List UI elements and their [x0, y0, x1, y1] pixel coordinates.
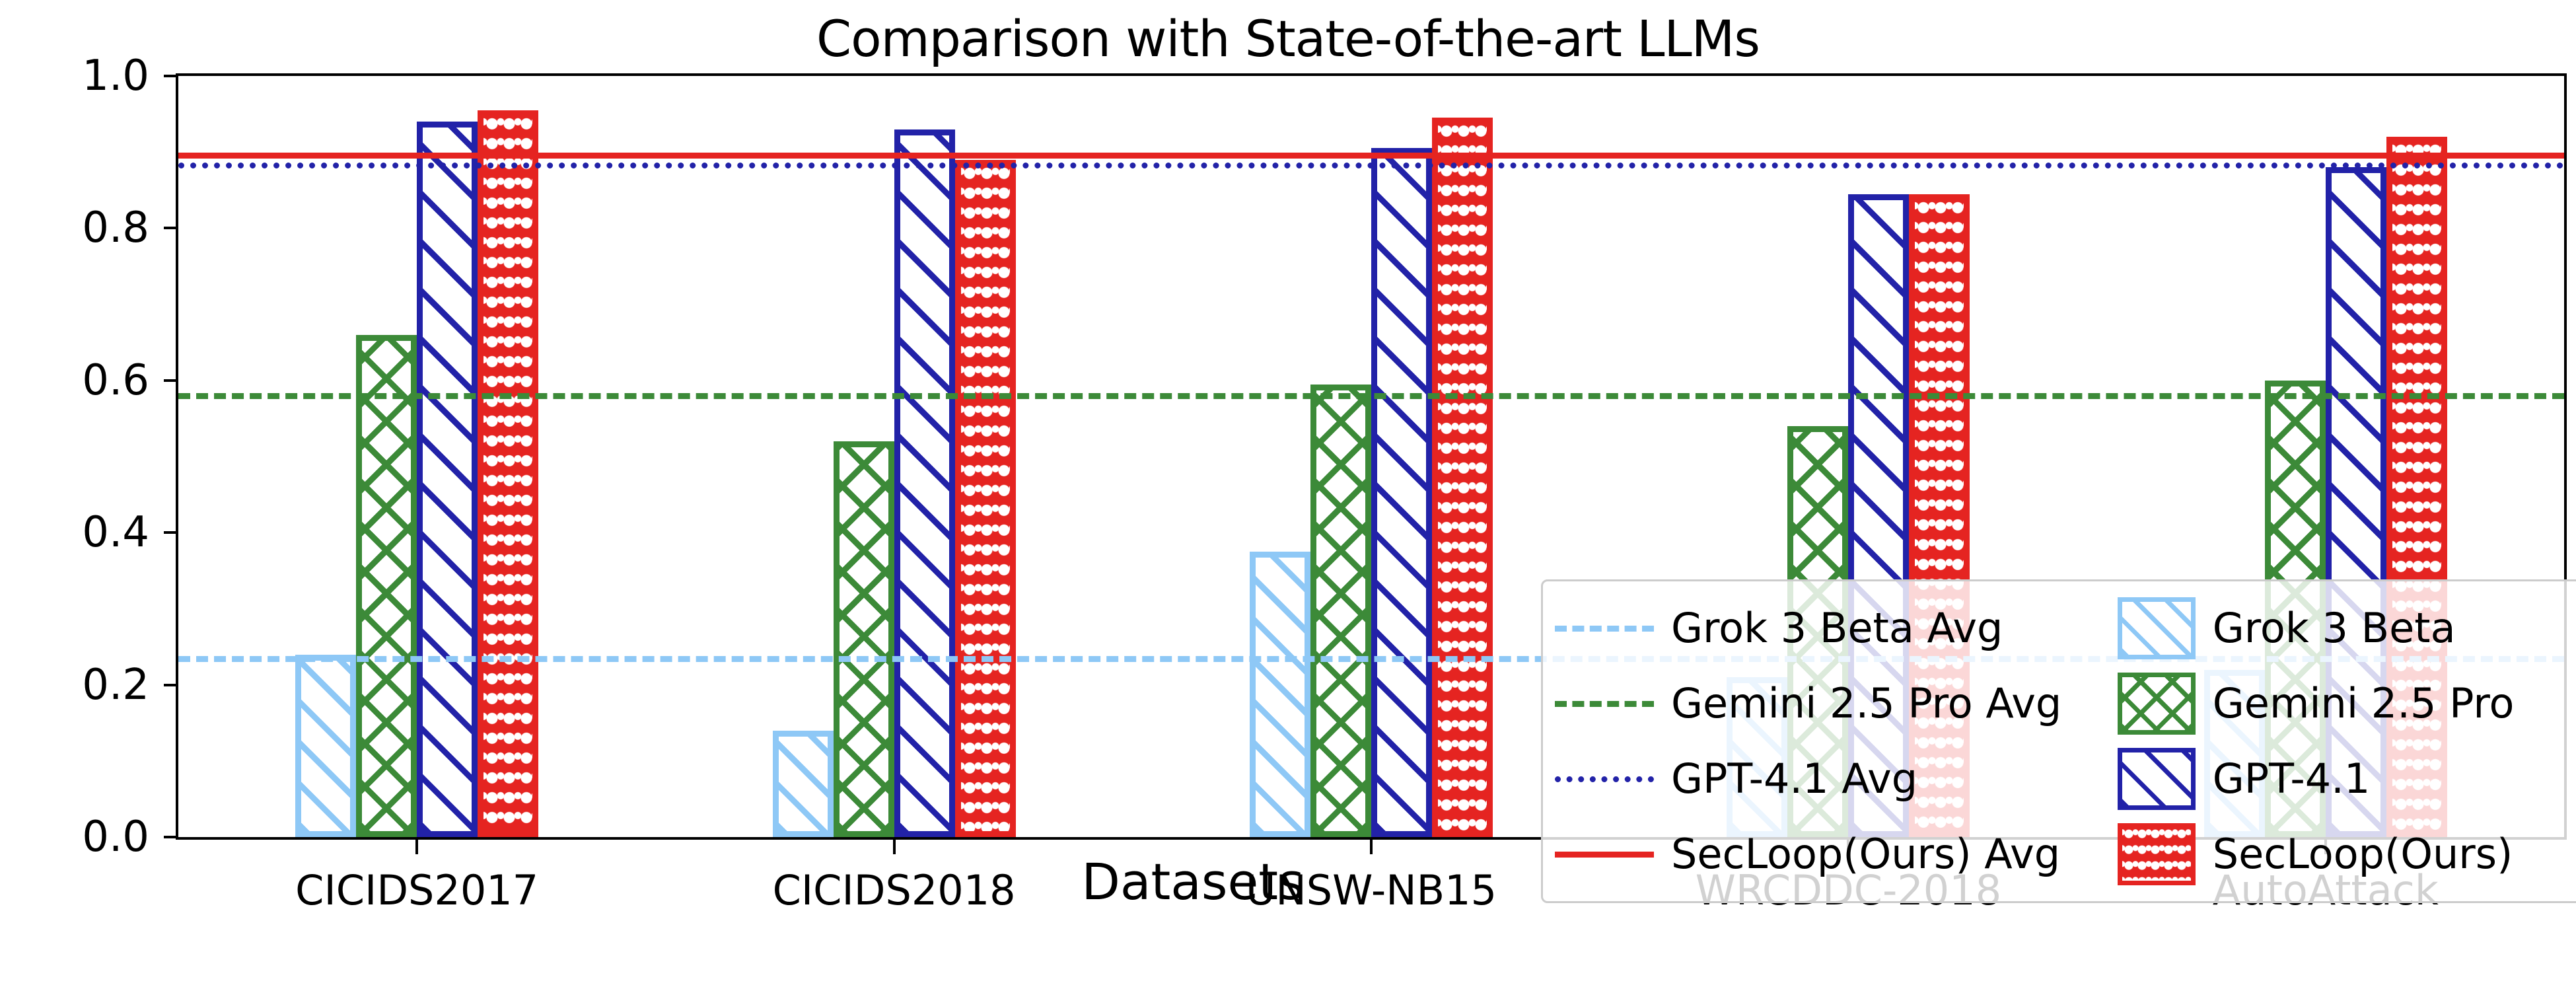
- x-tick-label-unsw-nb15: UNSW-NB15: [1245, 866, 1497, 914]
- legend-item-gpt-avg[interactable]: GPT-4.1 Avg: [1555, 741, 2118, 817]
- legend-label: GPT-4.1 Avg: [1671, 754, 1918, 803]
- bar-secloop-ours-cicids2017[interactable]: [478, 110, 539, 837]
- bar-gemini-2-5-pro-cicids2017[interactable]: [356, 334, 417, 837]
- legend-item-grok-avg[interactable]: Grok 3 Beta Avg: [1555, 591, 2118, 666]
- legend-item-gemini-avg[interactable]: Gemini 2.5 Pro Avg: [1555, 666, 2118, 741]
- legend-item-secloop[interactable]: SecLoop(Ours): [2117, 817, 2576, 892]
- bar-grok-3-beta-unsw-nb15[interactable]: [1250, 552, 1310, 837]
- bar-grok-3-beta-cicids2017[interactable]: [295, 654, 357, 837]
- y-tick-mark: [164, 227, 178, 230]
- legend-line-swatch-gemini: [1555, 700, 1654, 707]
- y-tick-label: 0.2: [82, 660, 149, 710]
- y-tick-mark: [164, 531, 178, 534]
- bar-gpt-4-1-unsw-nb15[interactable]: [1371, 148, 1432, 837]
- y-tick-label: 1.0: [82, 52, 149, 100]
- y-tick-mark: [164, 75, 178, 77]
- legend-label: Gemini 2.5 Pro: [2212, 679, 2515, 727]
- legend-column-series: Grok 3 Beta Gemini 2.5 Pro GPT-4.1 SecLoop(…: [2117, 591, 2576, 892]
- legend-patch-gemini: [2117, 673, 2196, 735]
- bar-grok-3-beta-cicids2018[interactable]: [772, 730, 834, 837]
- y-tick-label: 0.4: [82, 508, 149, 558]
- legend-label: Grok 3 Beta: [2212, 604, 2456, 652]
- y-tick-label: 0.6: [82, 355, 149, 405]
- y-tick-mark: [164, 683, 178, 686]
- x-tick-mark: [892, 840, 896, 854]
- legend-patch-grok: [2117, 597, 2196, 659]
- legend-line-swatch-gpt: [1555, 776, 1654, 782]
- legend-label: SecLoop(Ours): [2212, 830, 2513, 878]
- legend-label: SecLoop(Ours) Avg: [1671, 830, 2061, 878]
- x-tick-label-cicids2018: CICIDS2018: [772, 866, 1016, 914]
- legend-label: Grok 3 Beta Avg: [1671, 604, 2003, 652]
- bar-gpt-4-1-cicids2017[interactable]: [417, 122, 478, 837]
- y-tick-label: 0.0: [82, 813, 149, 862]
- average-line-gpt: [178, 163, 2564, 169]
- legend-label: GPT-4.1: [2212, 754, 2371, 803]
- x-axis-label: Datasets: [1081, 852, 1305, 911]
- bar-secloop-ours-unsw-nb15[interactable]: [1432, 118, 1493, 837]
- legend-column-average-lines: Grok 3 Beta Avg Gemini 2.5 Pro Avg GPT-4.1…: [1555, 591, 2118, 892]
- legend-item-secloop-avg[interactable]: SecLoop(Ours) Avg: [1555, 817, 2118, 892]
- legend-line-swatch-grok: [1555, 625, 1654, 632]
- legend-item-gemini[interactable]: Gemini 2.5 Pro: [2117, 666, 2576, 741]
- average-line-gemini: [178, 393, 2564, 400]
- x-tick-mark: [415, 840, 419, 854]
- legend-patch-secloop: [2117, 823, 2196, 885]
- y-tick-mark: [164, 379, 178, 382]
- x-tick-label-cicids2017: CICIDS2017: [295, 866, 539, 914]
- chart-title: Comparison with State-of-the-art LLMs: [816, 9, 1760, 68]
- average-line-secloop: [178, 153, 2564, 159]
- x-tick-mark: [1370, 840, 1373, 854]
- y-tick-label: 0.8: [82, 203, 149, 253]
- legend-item-gpt[interactable]: GPT-4.1: [2117, 741, 2576, 817]
- plot-area: 0.0 0.2 0.4 0.6 0.8 1.0 CICIDS2017 CICIDS2018 U…: [82, 52, 2576, 914]
- legend-label: Gemini 2.5 Pro Avg: [1671, 679, 2062, 727]
- bar-gemini-2-5-pro-unsw-nb15[interactable]: [1310, 384, 1371, 837]
- legend-item-grok[interactable]: Grok 3 Beta: [2117, 591, 2576, 666]
- legend-line-swatch-secloop: [1555, 851, 1654, 858]
- average-line-grok: [178, 655, 2564, 662]
- bar-secloop-ours-cicids2018[interactable]: [954, 159, 1016, 837]
- y-tick-mark: [164, 836, 178, 838]
- bar-gpt-4-1-cicids2018[interactable]: [894, 129, 955, 837]
- legend-patch-gpt: [2117, 748, 2196, 810]
- chart-legend[interactable]: Grok 3 Beta Avg Gemini 2.5 Pro Avg GPT-4.1…: [1541, 579, 2576, 903]
- bar-gemini-2-5-pro-cicids2018[interactable]: [833, 441, 894, 837]
